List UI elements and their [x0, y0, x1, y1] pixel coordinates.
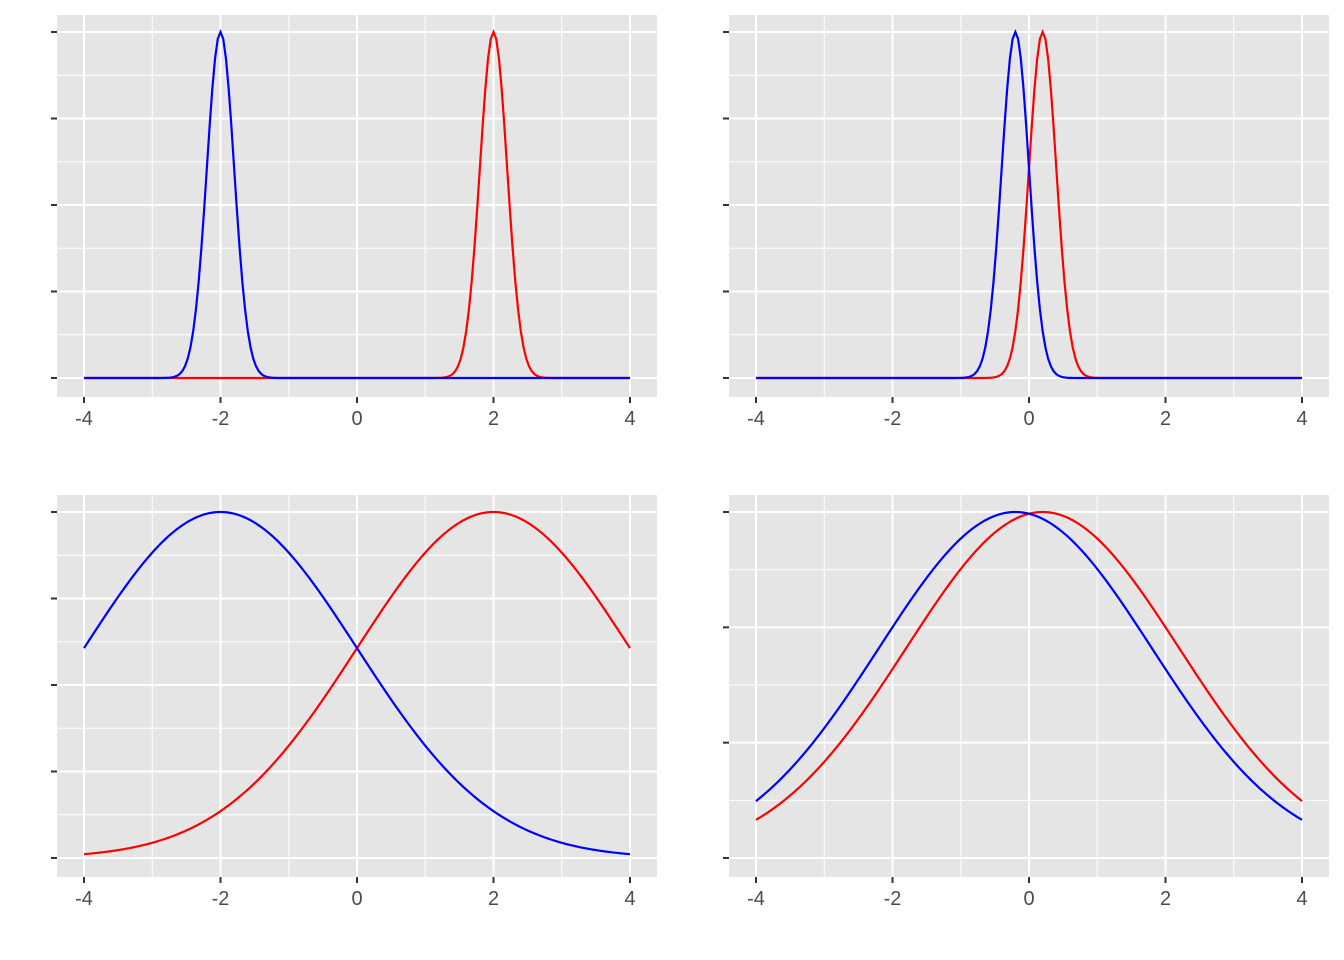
x-tick-label: -2	[212, 888, 230, 910]
x-tick-label: -2	[212, 408, 230, 430]
x-tick-label: 4	[1296, 888, 1307, 910]
x-tick-label: 2	[1160, 408, 1171, 430]
x-tick-label: 4	[1296, 408, 1307, 430]
chart-panel-bottom-left: -4 -2 0 2 4	[51, 495, 657, 910]
x-tick-label: -4	[747, 888, 765, 910]
series-line-1	[756, 29, 1302, 380]
x-tick-label: 0	[1023, 888, 1034, 910]
x-tick-label: -4	[75, 408, 93, 430]
x-tick-label: 0	[351, 408, 362, 430]
x-tick-label: 2	[488, 408, 499, 430]
x-tick-label: -2	[884, 888, 902, 910]
x-tick-label: 4	[624, 408, 635, 430]
chart-panel-top-left: -4 -2 0 2 4	[51, 15, 657, 430]
x-tick-label: 4	[624, 888, 635, 910]
x-tick-label: 2	[1160, 888, 1171, 910]
series-line-1	[83, 510, 631, 856]
x-tick-label: 0	[351, 888, 362, 910]
x-tick-label: -4	[747, 408, 765, 430]
series-line-1	[84, 29, 630, 380]
x-tick-label: 2	[488, 888, 499, 910]
x-tick-label: 0	[1023, 408, 1034, 430]
x-tick-label: -4	[75, 888, 93, 910]
chart-panel-bottom-right: -4 -2 0 2 4	[723, 495, 1329, 910]
chart-panel-top-right: -4 -2 0 2 4	[723, 15, 1329, 430]
x-tick-label: -2	[884, 408, 902, 430]
series-line-1	[755, 510, 1303, 821]
